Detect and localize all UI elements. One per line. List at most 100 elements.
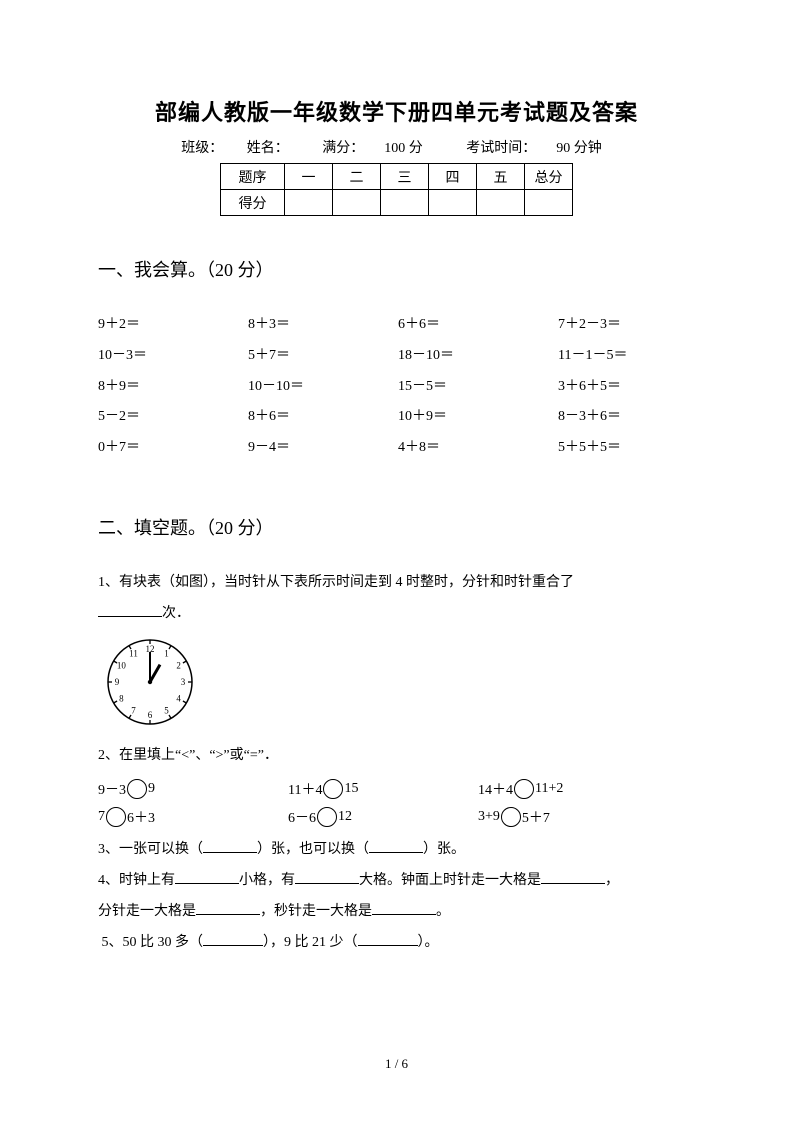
- col-5: 五: [477, 164, 525, 190]
- svg-text:3: 3: [181, 677, 186, 687]
- page-title: 部编人教版一年级数学下册四单元考试题及答案: [98, 95, 695, 127]
- compare-right: 15: [344, 781, 358, 797]
- compare-right: 5＋7: [522, 807, 550, 827]
- score-5: [477, 190, 525, 216]
- compare-right: 6＋3: [127, 807, 155, 827]
- calc-cell: 5－2＝: [98, 402, 248, 433]
- calc-row: 10－3＝5＋7＝18－10＝11－1－5＝: [98, 341, 695, 372]
- compare-cell: 6－612: [288, 807, 478, 827]
- name-label: 姓名：: [247, 141, 289, 156]
- compare-circle-icon: [106, 807, 126, 827]
- calc-cell: 5＋5＋5＝: [558, 433, 695, 464]
- col-3: 三: [381, 164, 429, 190]
- svg-text:9: 9: [115, 677, 120, 687]
- compare-grid: 9－3 9 11＋41514＋411+2 7 6＋3 6－6123+9 5＋7: [98, 779, 695, 827]
- question-4: 4、时钟上有小格，有大格。钟面上时针走一大格是， 分针走一大格是，秒针走一大格是…: [98, 866, 695, 928]
- q4-a: 4、时钟上有: [98, 873, 175, 888]
- blank: [358, 930, 418, 945]
- calc-row: 9＋2＝8＋3＝6＋6＝7＋2－3＝: [98, 310, 695, 341]
- calc-row: 8＋9＝10－10＝15－5＝3＋6＋5＝: [98, 372, 695, 403]
- blank: [203, 838, 257, 853]
- calc-cell: 15－5＝: [398, 372, 558, 403]
- calc-cell: 9－4＝: [248, 433, 398, 464]
- blank: [372, 900, 436, 915]
- calc-row: 0＋7＝9－4＝4＋8＝5＋5＋5＝: [98, 433, 695, 464]
- compare-circle-icon: [501, 807, 521, 827]
- score-4: [429, 190, 477, 216]
- svg-text:2: 2: [176, 660, 181, 670]
- q5-c: ）。: [418, 935, 439, 950]
- calc-cell: 6＋6＝: [398, 310, 558, 341]
- compare-row: 7 6＋3 6－6123+9 5＋7: [98, 807, 695, 827]
- score-2: [333, 190, 381, 216]
- full-marks: 满分： 100 分: [312, 141, 436, 156]
- compare-right: 9: [148, 781, 155, 797]
- table-row-score: 得分: [221, 190, 573, 216]
- compare-left: 9－3: [98, 779, 126, 799]
- q4-b: 小格，有: [239, 873, 295, 888]
- class-label: 班级：: [181, 141, 223, 156]
- q3-b: ）张，也可以换（: [257, 842, 369, 857]
- col-4: 四: [429, 164, 477, 190]
- section-1-heading: 一、我会算。（20 分）: [98, 256, 695, 282]
- blank: [175, 869, 239, 884]
- calc-cell: 7＋2－3＝: [558, 310, 695, 341]
- col-1: 一: [285, 164, 333, 190]
- time-label: 考试时间：: [466, 141, 536, 156]
- svg-text:4: 4: [176, 693, 181, 703]
- calc-cell: 8＋6＝: [248, 402, 398, 433]
- svg-text:10: 10: [117, 660, 127, 670]
- full-label: 满分：: [322, 141, 364, 156]
- clock-icon: 121234567891011: [102, 634, 198, 735]
- score-table: 题序 一 二 三 四 五 总分 得分: [220, 163, 573, 216]
- svg-text:1: 1: [164, 648, 169, 658]
- time-value: 90 分钟: [556, 141, 602, 156]
- q3-c: ）张。: [423, 842, 465, 857]
- compare-cell: 7 6＋3: [98, 807, 288, 827]
- compare-left: 6－6: [288, 807, 316, 827]
- calc-cell: 11－1－5＝: [558, 341, 695, 372]
- score-3: [381, 190, 429, 216]
- blank: [369, 838, 423, 853]
- question-5: 5、50 比 30 多（），9 比 21 少（）。: [98, 928, 695, 959]
- compare-circle-icon: [514, 779, 534, 799]
- q4-f: ，秒针走一大格是: [260, 904, 372, 919]
- question-2-intro: 2、在里填上“<”、“>”或“=”．: [98, 741, 695, 772]
- compare-left: 7: [98, 809, 105, 825]
- calc-grid: 9＋2＝8＋3＝6＋6＝7＋2－3＝10－3＝5＋7＝18－10＝11－1－5＝…: [98, 310, 695, 464]
- q4-g: 。: [436, 904, 450, 919]
- exam-time: 考试时间： 90 分钟: [456, 141, 612, 156]
- blank: [98, 601, 162, 616]
- compare-cell: 3+9 5＋7: [478, 807, 668, 827]
- header-label: 题序: [221, 164, 285, 190]
- blank: [541, 869, 605, 884]
- col-total: 总分: [525, 164, 573, 190]
- q1-text-a: 1、有块表（如图），当时针从下表所示时间走到 4 时整时，分针和时针重合了: [98, 575, 574, 590]
- calc-cell: 8＋3＝: [248, 310, 398, 341]
- section-2-heading: 二、填空题。（20 分）: [98, 514, 695, 540]
- table-row-header: 题序 一 二 三 四 五 总分: [221, 164, 573, 190]
- col-2: 二: [333, 164, 381, 190]
- compare-circle-icon: [317, 807, 337, 827]
- compare-cell: 14＋411+2: [478, 779, 668, 799]
- question-3: 3、一张可以换（）张，也可以换（）张。: [98, 835, 695, 866]
- full-value: 100 分: [384, 141, 423, 156]
- calc-cell: 10＋9＝: [398, 402, 558, 433]
- compare-row: 9－3 9 11＋41514＋411+2: [98, 779, 695, 799]
- compare-right: 11+2: [535, 781, 563, 797]
- question-1: 1、有块表（如图），当时针从下表所示时间走到 4 时整时，分针和时针重合了 次．: [98, 568, 695, 630]
- score-1: [285, 190, 333, 216]
- score-label: 得分: [221, 190, 285, 216]
- calc-cell: 3＋6＋5＝: [558, 372, 695, 403]
- meta-line: 班级： 姓名： 满分： 100 分 考试时间： 90 分钟: [98, 137, 695, 157]
- svg-text:6: 6: [148, 710, 153, 720]
- calc-cell: 8＋9＝: [98, 372, 248, 403]
- compare-circle-icon: [127, 779, 147, 799]
- blank: [196, 900, 260, 915]
- calc-cell: 5＋7＝: [248, 341, 398, 372]
- compare-left: 3+9: [478, 809, 500, 825]
- calc-row: 5－2＝8＋6＝10＋9＝8－3＋6＝: [98, 402, 695, 433]
- svg-text:8: 8: [119, 693, 124, 703]
- q1-text-b: 次．: [162, 606, 190, 621]
- compare-cell: 11＋415: [288, 779, 478, 799]
